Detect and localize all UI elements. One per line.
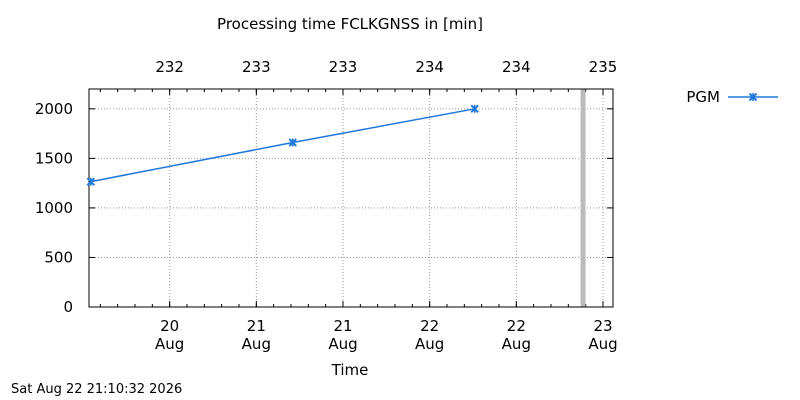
top-tick-label: 232 xyxy=(155,58,184,76)
x-tick-label-month: Aug xyxy=(242,335,271,353)
plot-frame xyxy=(88,88,614,308)
x-tick-label-month: Aug xyxy=(588,335,617,353)
legend-label: PGM xyxy=(686,88,720,106)
footer-timestamp: Sat Aug 22 21:10:32 2026 xyxy=(11,382,183,397)
legend: PGM xyxy=(686,88,778,106)
y-tick-label: 1500 xyxy=(35,149,73,167)
x-tick-label-day: 22 xyxy=(507,317,526,335)
top-tick-labels: 232 233 233 234 234 235 xyxy=(155,58,617,76)
series-layer xyxy=(86,104,479,186)
y-tick-label: 2000 xyxy=(35,100,73,118)
data-point xyxy=(470,104,479,114)
top-tick-label: 233 xyxy=(329,58,358,76)
grid xyxy=(89,89,613,307)
x-tick-label-month: Aug xyxy=(502,335,531,353)
y-tick-labels: 0 500 1000 1500 2000 xyxy=(35,100,73,316)
x-tick-label-month: Aug xyxy=(155,335,184,353)
y-tick-label: 500 xyxy=(44,248,73,266)
x-tick-label-month: Aug xyxy=(415,335,444,353)
series-line xyxy=(90,108,475,183)
ticks xyxy=(89,89,613,308)
top-tick-label: 235 xyxy=(589,58,618,76)
chart-title: Processing time FCLKGNSS in [min] xyxy=(217,15,483,33)
x-tick-label-day: 21 xyxy=(333,317,352,335)
top-tick-label: 234 xyxy=(415,58,444,76)
y-tick-label: 0 xyxy=(63,298,73,316)
x-tick-label-day: 20 xyxy=(160,317,179,335)
top-tick-label: 233 xyxy=(242,58,271,76)
x-tick-label-day: 22 xyxy=(420,317,439,335)
x-tick-label-month: Aug xyxy=(328,335,357,353)
data-point xyxy=(86,177,96,186)
top-tick-label: 234 xyxy=(502,58,531,76)
y-tick-label: 1000 xyxy=(35,199,73,217)
x-tick-label-day: 23 xyxy=(593,317,612,335)
data-point xyxy=(288,138,297,147)
x-tick-label-day: 21 xyxy=(247,317,266,335)
x-axis-label: Time xyxy=(331,361,369,379)
